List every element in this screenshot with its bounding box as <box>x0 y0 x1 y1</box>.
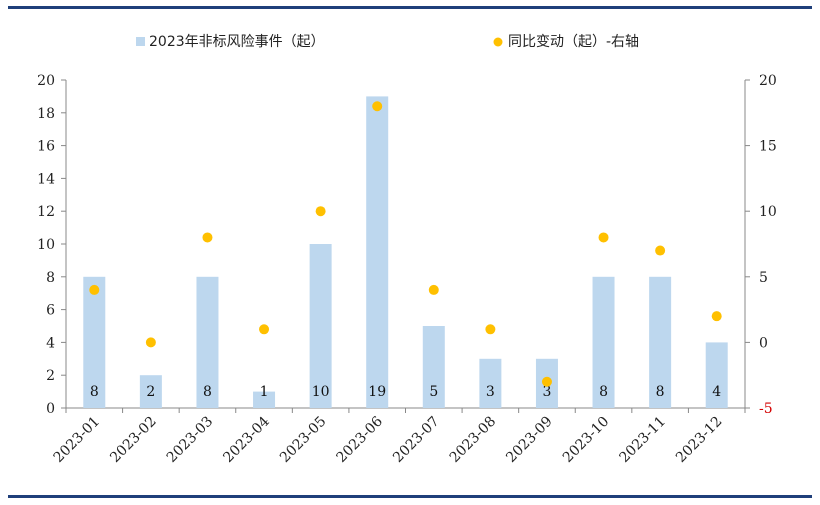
left-tick-label: 18 <box>37 106 55 122</box>
left-tick-label: 12 <box>37 204 55 220</box>
left-tick-label: 14 <box>37 171 55 187</box>
x-tick-label: 2023-10 <box>560 414 612 466</box>
bar <box>253 391 276 408</box>
point <box>145 337 156 348</box>
left-tick-label: 4 <box>46 335 55 351</box>
x-tick-label: 2023-04 <box>220 413 273 466</box>
bar-value-label: 8 <box>203 384 212 400</box>
point <box>89 284 100 295</box>
bar-value-label: 3 <box>486 384 495 400</box>
bottom-rule <box>8 495 812 498</box>
bar <box>366 96 389 409</box>
bar-value-label: 2 <box>146 384 155 400</box>
right-tick-label: 20 <box>759 73 777 89</box>
right-tick-label: 5 <box>759 270 768 286</box>
bar <box>649 276 672 408</box>
legend-bar-label: 2023年非标风险事件（起） <box>149 34 325 50</box>
left-tick-label: 16 <box>37 139 55 155</box>
legend-dot-swatch <box>493 37 503 47</box>
point <box>485 324 496 335</box>
x-tick-label: 2023-06 <box>334 413 387 466</box>
bars: 8 2 8 1 10 19 5 3 3 8 8 4 <box>83 96 728 409</box>
bar-value-label: 19 <box>368 384 386 400</box>
legend: 2023年非标风险事件（起） 同比变动（起）-右轴 <box>136 34 639 50</box>
bar <box>705 342 728 408</box>
bar <box>196 276 219 408</box>
point <box>202 232 213 243</box>
right-tick-label: -5 <box>759 401 773 417</box>
left-tick-label: 8 <box>46 270 55 286</box>
x-tick-labels: 2023-01 2023-02 2023-03 2023-04 2023-05 2023-… <box>51 413 726 466</box>
bar <box>309 244 332 408</box>
legend-dot-label: 同比变动（起）-右轴 <box>508 34 639 50</box>
x-tick-label: 2023-11 <box>616 414 668 466</box>
x-tick-label: 2023-05 <box>277 414 329 466</box>
x-tick-label: 2023-12 <box>673 414 725 466</box>
bar <box>479 358 502 408</box>
right-tick-label: 15 <box>759 139 777 155</box>
bar-value-label: 3 <box>542 384 551 400</box>
point <box>372 101 383 112</box>
bar-value-label: 5 <box>429 384 438 400</box>
bar-value-label: 4 <box>712 384 721 400</box>
right-tick-label: 0 <box>759 335 768 351</box>
right-tick-label: 10 <box>759 204 777 220</box>
bar-value-label: 8 <box>656 384 665 400</box>
x-tick-label: 2023-02 <box>107 414 159 466</box>
left-tick-label: 0 <box>46 401 55 417</box>
point <box>259 324 270 335</box>
left-tick-label: 10 <box>37 237 55 253</box>
point <box>315 206 326 217</box>
left-tick-label: 2 <box>46 368 55 384</box>
point <box>655 245 666 256</box>
x-tick-label: 2023-07 <box>390 414 442 466</box>
point <box>711 311 722 322</box>
x-tick-label: 2023-01 <box>51 414 103 466</box>
x-tick-label: 2023-08 <box>447 414 499 466</box>
point <box>428 284 439 295</box>
dots <box>89 101 722 387</box>
top-rule <box>8 6 812 9</box>
left-tick-label: 6 <box>46 303 55 319</box>
bar <box>83 276 106 408</box>
left-tick-label: 20 <box>37 73 55 89</box>
point <box>541 376 552 387</box>
bar-value-label: 8 <box>90 384 99 400</box>
bar <box>139 375 162 408</box>
point <box>598 232 609 243</box>
x-tick-label: 2023-09 <box>503 414 555 466</box>
bar-value-label: 1 <box>260 384 269 400</box>
bar-value-label: 10 <box>312 384 330 400</box>
x-tick-label: 2023-03 <box>164 414 216 466</box>
legend-bar-swatch <box>136 37 145 46</box>
bar <box>592 276 615 408</box>
bar-value-label: 8 <box>599 384 608 400</box>
bar <box>422 326 445 408</box>
